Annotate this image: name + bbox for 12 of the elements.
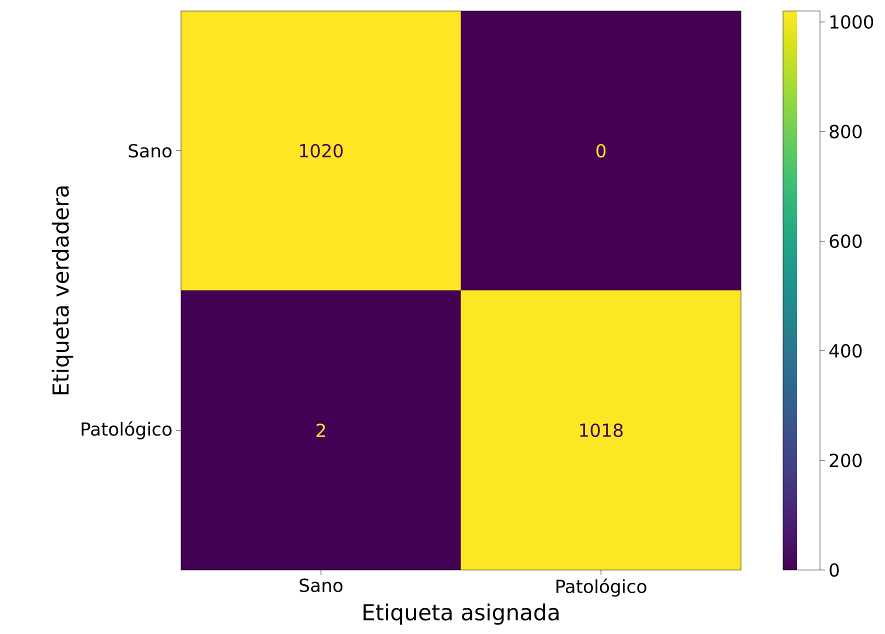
color-bar-label: 800 [830,124,862,138]
y-axis-title: Etiqueta verdadera [52,186,74,394]
color-bar-label: 600 [830,234,862,248]
data-label: 1020 [300,144,343,158]
color-bar-label: 1000 [830,15,874,29]
color-bar-label: 400 [829,344,862,358]
x-axis-title: Etiqueta asignada [364,604,559,625]
color-bar-label: 0 [830,563,839,577]
data-label: 0 [596,144,606,158]
color-bar-label: 200 [830,454,862,468]
data-label: 1018 [580,423,623,438]
data-label: 2 [316,424,325,437]
